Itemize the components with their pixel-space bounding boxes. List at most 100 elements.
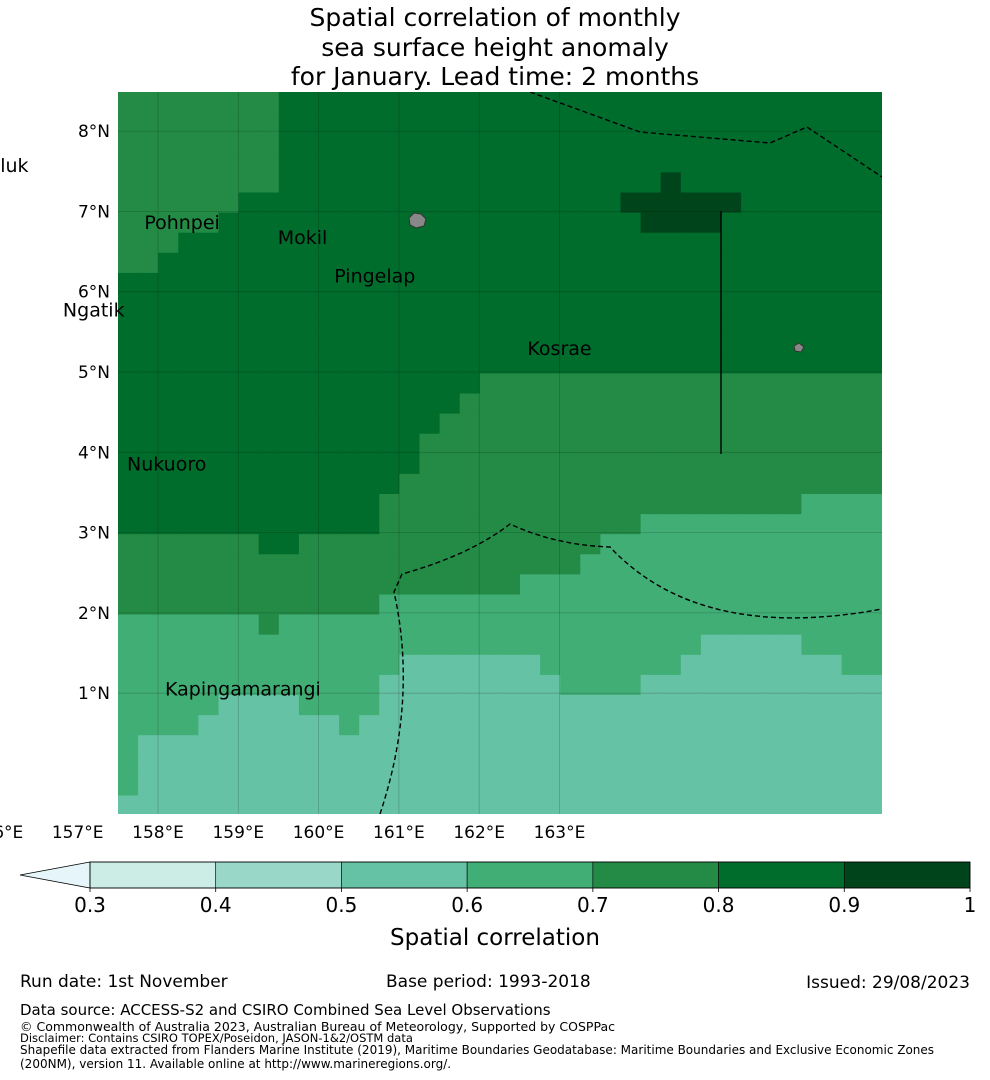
grid-cell	[319, 92, 340, 113]
grid-cell	[761, 353, 782, 374]
grid-cell	[861, 212, 882, 234]
grid-cell	[781, 313, 802, 334]
grid-cell	[660, 735, 682, 756]
grid-cell	[640, 252, 662, 274]
grid-cell	[399, 132, 421, 153]
grid-cell	[761, 775, 782, 797]
grid-cell	[218, 453, 240, 475]
grid-cell	[118, 132, 139, 153]
grid-cell	[520, 293, 541, 314]
grid-cell	[841, 554, 863, 575]
grid-cell	[841, 614, 863, 636]
grid-cell	[138, 393, 159, 415]
grid-cell	[741, 172, 762, 194]
grid-cell	[520, 192, 541, 214]
grid-cell	[801, 674, 823, 696]
grid-cell	[359, 433, 380, 455]
grid-cell	[158, 152, 179, 173]
grid-cell	[741, 534, 762, 555]
grid-cell	[138, 775, 159, 797]
grid-cell	[218, 775, 240, 797]
grid-cell	[439, 775, 461, 797]
grid-cell	[600, 594, 622, 616]
grid-cell	[459, 393, 481, 415]
grid-cell	[339, 594, 360, 616]
grid-cell	[700, 152, 722, 173]
grid-cell	[620, 654, 642, 676]
grid-cell	[379, 293, 400, 314]
grid-cell	[600, 755, 622, 776]
grid-cell	[660, 634, 682, 656]
grid-cell	[660, 433, 682, 455]
grid-cell	[218, 313, 240, 334]
title-line-2: sea surface height anomaly	[321, 33, 669, 62]
grid-cell	[620, 514, 642, 535]
grid-cell	[620, 172, 642, 194]
grid-cell	[238, 112, 260, 133]
grid-cell	[419, 132, 441, 153]
grid-cell	[781, 594, 802, 616]
grid-cell	[781, 755, 802, 776]
grid-cell	[218, 755, 240, 776]
grid-cell	[761, 514, 782, 535]
grid-cell	[761, 333, 782, 354]
grid-cell	[761, 614, 782, 636]
grid-cell	[841, 192, 863, 214]
grid-cell	[520, 92, 541, 113]
grid-cell	[258, 212, 280, 234]
grid-cell	[459, 192, 481, 214]
grid-cell	[560, 232, 581, 254]
grid-cell	[258, 695, 280, 716]
grid-cell	[138, 132, 159, 153]
grid-cell	[298, 755, 320, 776]
grid-cell	[721, 594, 742, 616]
grid-cell	[339, 795, 360, 814]
grid-cell	[781, 413, 802, 435]
grid-cell	[680, 272, 702, 294]
grid-cell	[399, 715, 421, 736]
grid-cell	[680, 212, 702, 234]
grid-cell	[841, 494, 863, 515]
grid-cell	[339, 413, 360, 435]
grid-cell	[560, 473, 581, 495]
grid-cell	[781, 473, 802, 495]
grid-cell	[781, 232, 802, 254]
grid-cell	[600, 614, 622, 636]
grid-cell	[761, 413, 782, 435]
grid-cell	[138, 272, 159, 294]
grid-cell	[680, 232, 702, 254]
grid-cell	[399, 453, 421, 475]
grid-cell	[640, 152, 662, 173]
grid-cell	[761, 494, 782, 515]
grid-cell	[640, 232, 662, 254]
grid-cell	[540, 132, 561, 153]
grid-cell	[118, 574, 139, 596]
grid-cell	[258, 252, 280, 274]
grid-cell	[339, 112, 360, 133]
grid-cell	[298, 112, 320, 133]
grid-cell	[399, 473, 421, 495]
grid-cell	[258, 313, 280, 334]
grid-cell	[198, 453, 220, 475]
grid-cell	[640, 634, 662, 656]
grid-cell	[499, 192, 521, 214]
grid-cell	[319, 132, 340, 153]
grid-cell	[379, 172, 400, 194]
grid-cell	[560, 795, 581, 814]
grid-cell	[158, 755, 179, 776]
grid-cell	[419, 654, 441, 676]
grid-cell	[479, 413, 501, 435]
grid-cell	[399, 393, 421, 415]
grid-cell	[660, 554, 682, 575]
grid-cell	[560, 252, 581, 274]
grid-cell	[238, 634, 260, 656]
grid-cell	[600, 333, 622, 354]
grid-cell	[540, 775, 561, 797]
grid-cell	[600, 473, 622, 495]
grid-cell	[801, 192, 823, 214]
grid-cell	[158, 574, 179, 596]
latitude-tick-label: 2°N	[78, 604, 110, 624]
grid-cell	[861, 574, 882, 596]
grid-cell	[821, 272, 843, 294]
grid-cell	[238, 92, 260, 113]
